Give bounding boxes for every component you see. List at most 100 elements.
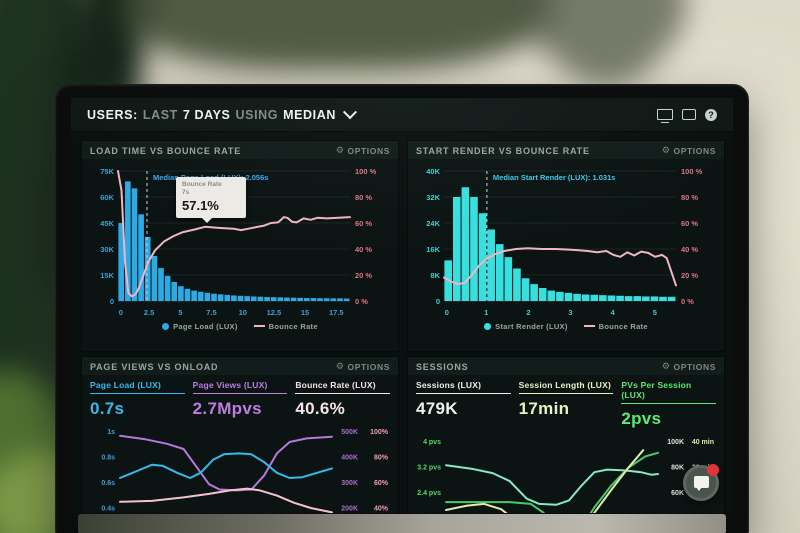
histogram-bar[interactable] [538,288,547,301]
histogram-bar[interactable] [478,213,487,301]
histogram-bar[interactable] [642,296,650,301]
histogram-bar[interactable] [599,295,607,301]
legend-label: Bounce Rate [268,321,318,331]
x-axis-label: 4 [611,308,616,317]
histogram-bar[interactable] [151,255,158,301]
histogram-bar[interactable] [197,291,204,301]
histogram-bar[interactable] [343,298,350,301]
histogram-bar[interactable] [470,197,478,301]
dashboard-screen: USERS: LAST 7 DAYS USING MEDIAN ? LOAD TIME … [71,98,733,513]
histogram-bar[interactable] [495,244,504,301]
metric-label: Page Views (LUX) [192,380,288,394]
histogram-bar[interactable] [487,229,495,302]
histogram-bar[interactable] [530,284,538,301]
gear-icon: ⚙ [661,145,671,155]
metric-value: 40.6% [295,399,346,418]
histogram-bar[interactable] [217,294,224,301]
histogram-bar[interactable] [581,294,590,302]
histogram-bar[interactable] [191,290,197,301]
options-button[interactable]: ⚙ OPTIONS [661,361,716,372]
histogram-bar[interactable] [244,296,250,301]
y-axis-label-right: 40 % [681,245,698,254]
gear-icon: ⚙ [661,361,671,371]
histogram-bar[interactable] [131,188,138,301]
plant-leaf-decoration [120,0,550,70]
histogram-bar[interactable] [330,298,337,301]
monitor-icon[interactable] [657,109,673,123]
y-axis-label-right: 100% [370,429,389,436]
histogram-bar[interactable] [231,295,237,301]
mobile-icon[interactable] [682,109,696,120]
x-axis-label: 10 [239,308,247,317]
legend-item[interactable]: Bounce Rate [583,321,648,331]
chevron-down-icon[interactable] [342,104,358,119]
histogram-bar[interactable] [659,296,667,301]
help-icon[interactable]: ? [705,108,717,121]
histogram-bar[interactable] [616,295,624,301]
histogram-bar[interactable] [270,297,277,301]
histogram-bar[interactable] [650,296,659,301]
histogram-bar[interactable] [667,296,676,301]
histogram-bar[interactable] [337,298,343,301]
chat-widget-button[interactable] [683,464,719,501]
histogram-bar[interactable] [144,236,151,301]
histogram-bar[interactable] [204,292,211,301]
options-button[interactable]: ⚙ OPTIONS [335,145,390,156]
y-axis-label-right: 200K [341,505,358,512]
histogram-bar[interactable] [277,297,284,301]
histogram-bar[interactable] [461,187,470,301]
histogram-bar[interactable] [211,293,217,301]
panel-title: PAGE VIEWS VS ONLOAD [90,361,219,372]
histogram-bar[interactable] [290,297,297,301]
histogram-bar[interactable] [573,293,581,301]
y-axis-label-right: 500K [341,429,358,436]
legend-item[interactable]: Start Render (LUX) [484,322,568,331]
histogram-bar[interactable] [304,298,310,301]
histogram-bar[interactable] [224,294,231,301]
histogram-bar[interactable] [297,297,303,301]
histogram-bar[interactable] [118,223,125,301]
histogram-bar[interactable] [138,214,144,301]
legend-item[interactable]: Page Load (LUX) [162,322,238,331]
histogram-bar[interactable] [513,268,521,302]
histogram-bar[interactable] [158,268,164,301]
histogram-bar[interactable] [237,295,244,301]
legend-label: Bounce Rate [598,321,648,331]
y-axis-label-left: 15K [100,271,114,280]
y-axis-label-right: 40% [374,505,389,512]
histogram-bar[interactable] [178,286,184,301]
x-axis-label: 0 [119,308,123,317]
histogram-bar[interactable] [504,257,513,301]
histogram-bar[interactable] [171,281,178,301]
histogram-bar[interactable] [556,291,564,301]
x-axis-label: 0 [445,308,449,317]
histogram-bar[interactable] [633,296,642,301]
histogram-bar[interactable] [264,297,270,301]
histogram-bar[interactable] [452,197,461,301]
histogram-bar[interactable] [607,295,616,301]
options-button[interactable]: ⚙ OPTIONS [335,361,390,372]
options-button[interactable]: ⚙ OPTIONS [661,145,716,156]
histogram-bar[interactable] [250,296,257,301]
metric: Page Load (LUX) 0.7s [90,380,185,419]
page-title[interactable]: USERS: LAST 7 DAYS USING MEDIAN [87,104,358,122]
histogram-bar[interactable] [564,292,573,301]
histogram-bar[interactable] [624,296,633,301]
legend-label: Page Load (LUX) [173,321,238,331]
histogram-bar[interactable] [164,275,171,301]
histogram-bar[interactable] [125,181,131,301]
y-axis-label-right: 80K [671,464,684,471]
histogram-bar[interactable] [547,290,556,301]
laptop: USERS: LAST 7 DAYS USING MEDIAN ? LOAD TIME … [55,84,749,533]
y-axis-label-left: 16K [426,245,440,254]
histogram-bar[interactable] [310,298,317,301]
histogram-bar[interactable] [323,298,330,301]
histogram-bar[interactable] [184,288,191,301]
legend-item[interactable]: Bounce Rate [253,321,318,331]
histogram-bar[interactable] [317,298,323,301]
histogram-bar[interactable] [257,296,264,301]
histogram-bar[interactable] [284,297,290,301]
histogram-bar[interactable] [590,294,599,301]
histogram-bar[interactable] [521,278,530,301]
